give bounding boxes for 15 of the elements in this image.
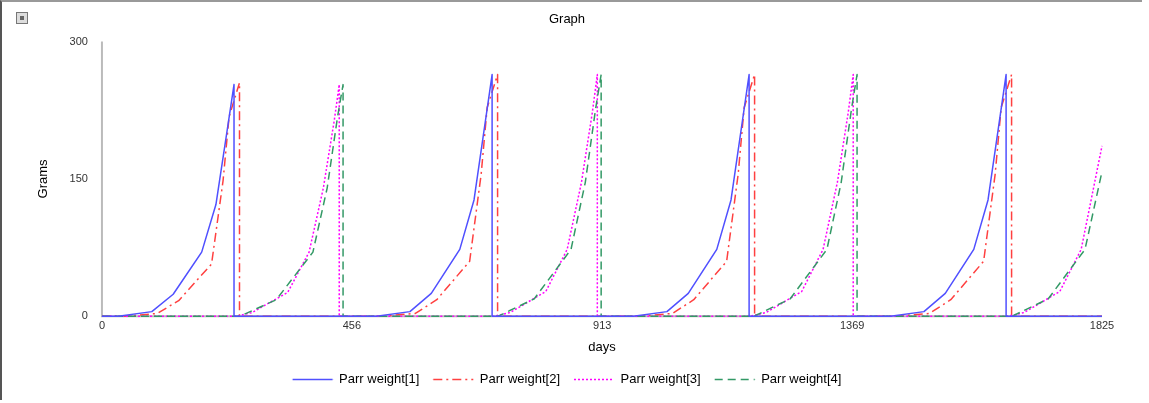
x-tick-label: 913 [593, 318, 612, 331]
legend-label: Parr weight[3] [620, 371, 701, 387]
y-tick-label: 150 [69, 171, 88, 184]
x-axis-title: days [588, 338, 617, 354]
x-tick-label: 1825 [1089, 318, 1115, 331]
y-axis-title: Grams [35, 158, 51, 199]
x-tick-label: 1369 [839, 318, 865, 331]
legend-label: Parr weight[1] [339, 371, 420, 387]
y-tick-label: 0 [81, 309, 88, 322]
x-tick-label: 456 [342, 318, 362, 331]
x-tick-label: 0 [98, 318, 106, 331]
legend-label: Parr weight[4] [761, 371, 842, 387]
chart-title: Graph [548, 11, 586, 27]
legend-label: Parr weight[2] [479, 371, 560, 387]
y-tick-label: 300 [69, 34, 88, 47]
